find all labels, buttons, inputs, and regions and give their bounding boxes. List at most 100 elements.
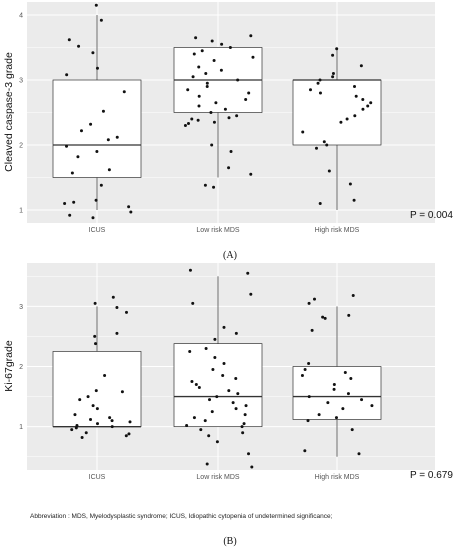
data-point (210, 143, 214, 147)
data-point (370, 404, 374, 408)
data-point (213, 337, 217, 341)
p-value-a: P = 0.004 (410, 210, 453, 221)
data-point (199, 428, 203, 432)
data-point (89, 122, 93, 126)
points-b (70, 268, 374, 469)
data-point (203, 183, 207, 187)
data-point (215, 440, 219, 444)
data-point (95, 407, 99, 411)
data-point (129, 210, 133, 214)
data-point (352, 85, 356, 88)
x-ticks-b: ICUS Low risk MDS High risk MDS (89, 474, 360, 481)
data-point (91, 51, 95, 55)
data-point (73, 413, 77, 417)
data-point (75, 423, 79, 427)
data-point (360, 398, 364, 402)
x-tick-label: ICUS (89, 227, 106, 234)
data-point (68, 213, 72, 217)
data-point (208, 398, 212, 402)
data-point (326, 401, 330, 405)
footnote: Abbreviation : MDS, Myelodysplastic synd… (30, 513, 333, 520)
data-point (127, 432, 131, 436)
data-point (227, 116, 231, 120)
data-point (359, 64, 363, 68)
data-point (249, 292, 253, 296)
data-point (322, 140, 326, 144)
data-point (352, 198, 356, 202)
data-point (91, 216, 95, 220)
data-point (107, 168, 111, 172)
data-point (354, 94, 358, 98)
data-point (191, 301, 195, 305)
data-point (186, 122, 190, 126)
data-point (192, 416, 196, 420)
data-point (318, 78, 322, 82)
data-point (234, 377, 238, 381)
y-tick-label: 1 (19, 208, 23, 215)
data-point (307, 301, 311, 305)
data-point (106, 138, 110, 142)
data-point (351, 293, 355, 297)
data-point (361, 98, 365, 101)
data-point (247, 91, 251, 95)
y-tick-label: 2 (19, 364, 23, 371)
data-point (366, 104, 370, 108)
data-point (235, 114, 239, 118)
box (173, 343, 263, 428)
data-point (349, 377, 353, 381)
data-point (308, 88, 312, 92)
data-point (93, 334, 97, 338)
data-point (196, 118, 200, 122)
data-point (307, 395, 311, 399)
data-point (323, 316, 327, 320)
data-point (205, 81, 209, 85)
data-point (101, 109, 105, 113)
data-point (95, 422, 99, 426)
data-point (74, 426, 78, 430)
data-point (220, 42, 224, 46)
data-point (234, 407, 238, 411)
data-point (346, 392, 350, 396)
data-point (223, 107, 227, 111)
data-point (242, 422, 246, 426)
data-point (94, 389, 98, 393)
data-point (80, 436, 84, 440)
data-point (125, 310, 129, 314)
data-point (197, 386, 201, 390)
data-point (236, 392, 240, 396)
data-point (86, 395, 90, 399)
data-point (369, 101, 373, 105)
data-point (65, 73, 69, 77)
data-point (300, 374, 304, 378)
data-point (325, 143, 329, 147)
data-point (249, 34, 253, 38)
data-point (243, 413, 247, 417)
data-point (215, 395, 219, 399)
data-point (318, 91, 322, 95)
data-point (72, 200, 76, 204)
data-point (115, 306, 119, 310)
x-tick-label: Low risk MDS (196, 227, 240, 234)
y-axis-label-b: Ki-67grade (3, 340, 15, 392)
data-point (350, 428, 354, 432)
data-point (70, 428, 74, 432)
x-tick-label: High risk MDS (315, 474, 360, 481)
data-point (345, 117, 349, 121)
data-point (211, 368, 215, 372)
data-point (77, 44, 81, 48)
data-point (67, 38, 71, 42)
data-point (194, 383, 198, 387)
box (292, 79, 382, 146)
data-point (210, 39, 214, 43)
data-point (210, 410, 214, 414)
data-point (89, 417, 93, 421)
data-point (76, 155, 80, 159)
data-point (128, 420, 132, 424)
data-point (115, 135, 119, 139)
x-tick-label: High risk MDS (315, 227, 360, 234)
data-point (250, 465, 254, 469)
points-a (63, 3, 373, 220)
data-point (70, 171, 74, 175)
data-point (84, 431, 88, 435)
data-point (191, 75, 195, 79)
